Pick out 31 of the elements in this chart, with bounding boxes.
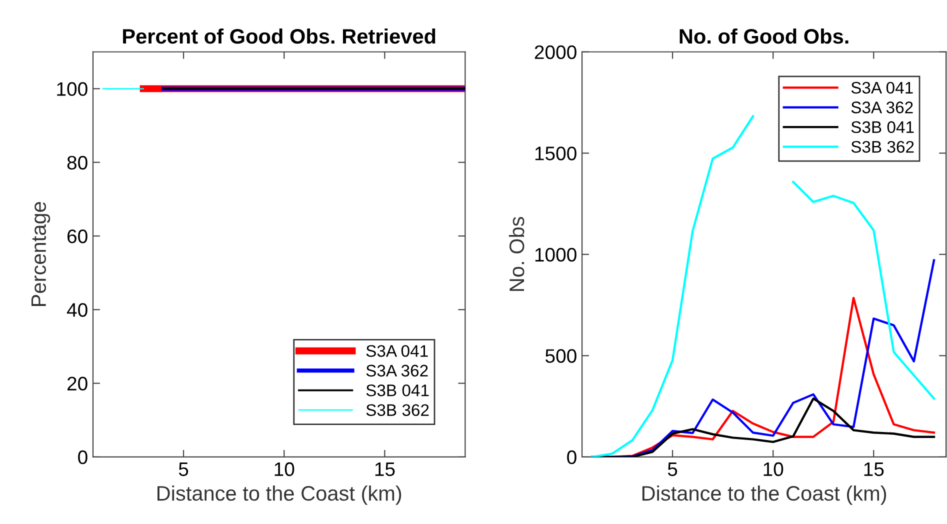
y-tick-label: 0 xyxy=(78,450,88,464)
y-tick-label: 80 xyxy=(67,156,88,170)
legend-label: S3A 362 xyxy=(366,364,428,377)
y-tick-label: 40 xyxy=(66,303,88,317)
legend-label: S3A 041 xyxy=(366,345,428,357)
legend-label: S3B 362 xyxy=(851,140,914,153)
chart-title: Percent of Good Obs. Retrieved xyxy=(123,28,436,44)
y-tick-label: 20 xyxy=(67,376,88,391)
legend-label: S3A 362 xyxy=(851,102,913,114)
x-tick-label: 15 xyxy=(375,462,395,476)
y-tick-label: 0 xyxy=(567,450,576,464)
legend-label: S3B 041 xyxy=(366,384,429,396)
y-axis-title: No. Obs xyxy=(508,216,524,291)
x-tick-label: 15 xyxy=(864,462,884,476)
x-axis-title: Distance to the Coast (km) xyxy=(157,485,402,505)
legend-label: S3A 041 xyxy=(851,82,913,94)
y-axis-title: Percentage xyxy=(31,202,50,306)
legend-label: S3B 362 xyxy=(366,404,429,416)
x-axis-title: Distance to the Coast (km) xyxy=(642,485,886,505)
y-tick-label: 2000 xyxy=(534,45,576,60)
y-tick-label: 500 xyxy=(546,349,576,363)
y-tick-label: 60 xyxy=(67,229,88,244)
x-tick-label: 5 xyxy=(178,462,188,476)
y-tick-label: 1000 xyxy=(535,248,576,262)
x-tick-label: 10 xyxy=(274,462,294,476)
x-tick-label: 10 xyxy=(764,462,784,476)
chart-title: No. of Good Obs. xyxy=(680,28,848,44)
y-tick-label: 100 xyxy=(57,82,88,96)
legend-label: S3B 041 xyxy=(851,121,914,134)
y-tick-label: 1500 xyxy=(535,146,576,160)
x-tick-label: 5 xyxy=(668,462,678,476)
